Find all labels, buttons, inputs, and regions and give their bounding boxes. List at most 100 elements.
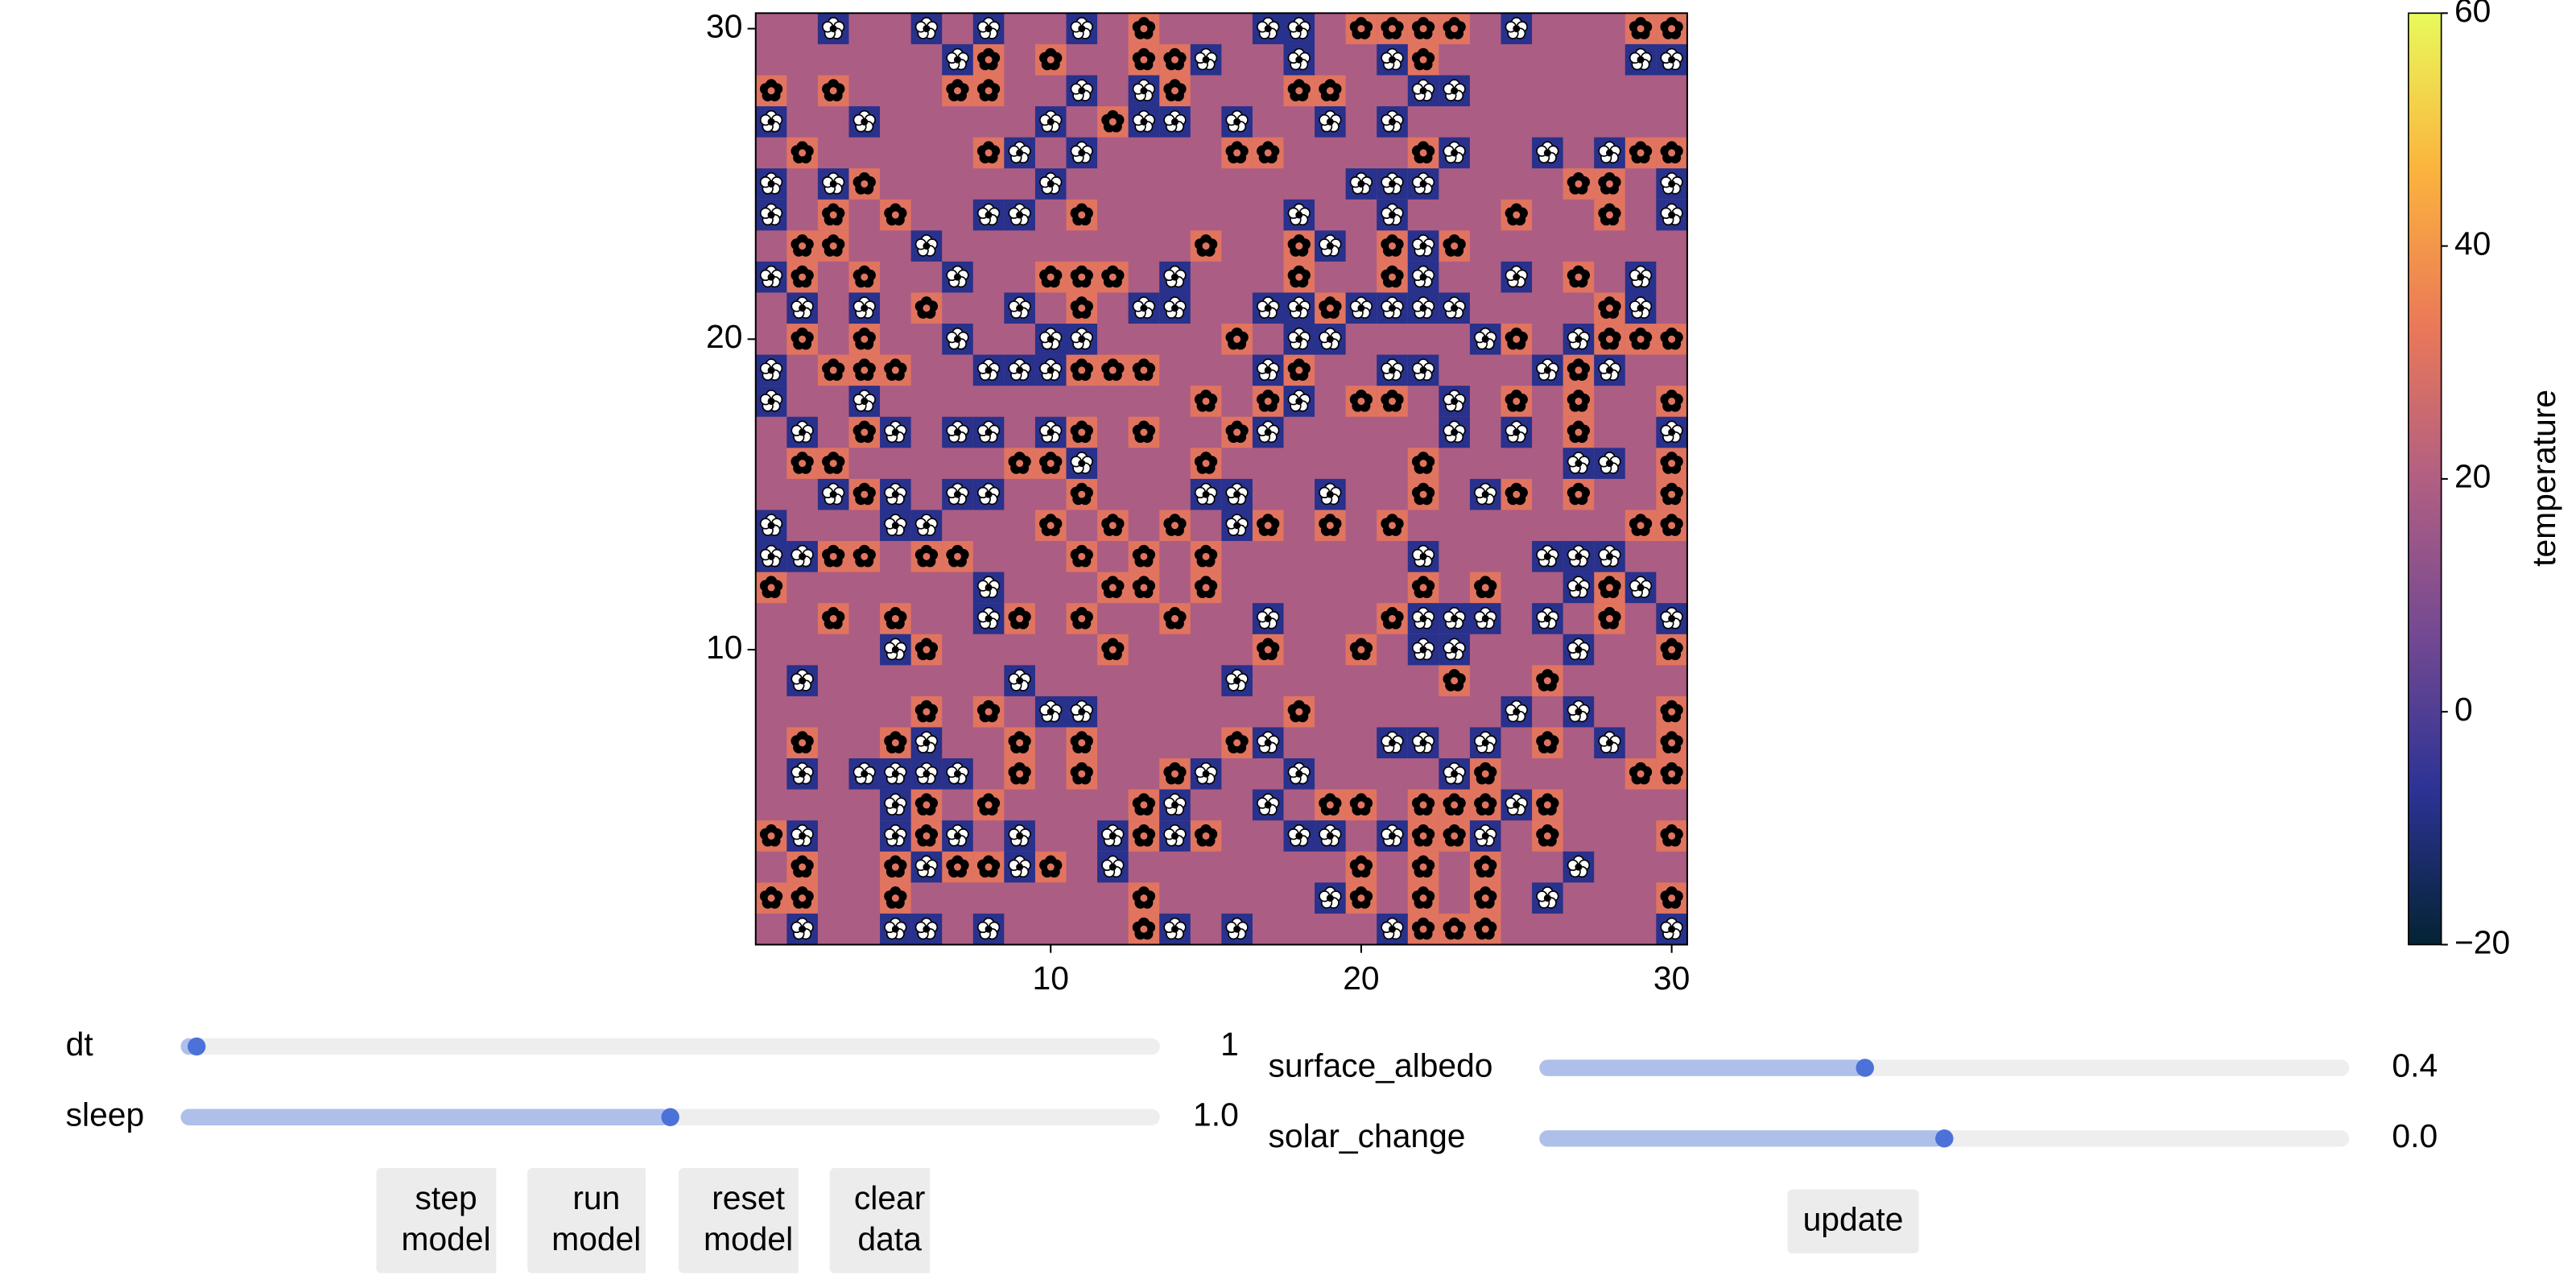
daisy xyxy=(759,358,783,381)
daisy xyxy=(1411,47,1435,71)
daisy xyxy=(1381,606,1404,630)
daisy xyxy=(1319,514,1342,536)
daisy xyxy=(1070,327,1093,350)
slider-knob[interactable] xyxy=(188,1037,206,1056)
daisy xyxy=(1132,79,1156,101)
daisy xyxy=(1443,824,1466,847)
daisy xyxy=(1567,638,1591,661)
button-label[interactable]: run model xyxy=(527,1168,646,1274)
daisy xyxy=(759,824,783,847)
daisy xyxy=(1194,544,1218,568)
button[interactable]: reset model xyxy=(678,1168,799,1274)
slider-knob[interactable] xyxy=(1856,1059,1874,1077)
daisy xyxy=(1132,358,1156,381)
x-tick-label: 30 xyxy=(1653,960,1690,997)
daisy xyxy=(1070,606,1093,630)
daisy xyxy=(1101,855,1125,878)
daisy xyxy=(759,544,783,568)
daisy xyxy=(791,669,814,691)
daisy xyxy=(1132,109,1156,133)
daisy xyxy=(852,389,876,412)
daisy xyxy=(1443,793,1466,815)
slider-knob[interactable] xyxy=(661,1108,679,1126)
daisy xyxy=(1474,606,1497,630)
daisy xyxy=(791,296,814,319)
daisy xyxy=(1411,171,1435,195)
daisy xyxy=(1319,886,1342,909)
daisy xyxy=(852,171,876,195)
button-label[interactable]: clear data xyxy=(829,1168,931,1274)
daisy xyxy=(791,234,814,257)
daisy xyxy=(1039,700,1063,723)
daisy xyxy=(1101,514,1125,536)
daisy xyxy=(1349,638,1373,661)
daisy xyxy=(1194,452,1218,474)
daisy xyxy=(884,917,907,940)
daisy xyxy=(1660,638,1683,661)
daisy xyxy=(1163,79,1187,101)
slider-knob[interactable] xyxy=(1935,1129,1954,1148)
button-label[interactable]: reset model xyxy=(678,1168,799,1274)
daisy xyxy=(976,576,1001,598)
daisy xyxy=(1474,886,1497,909)
daisy xyxy=(1257,793,1280,815)
slider-label: surface_albedo xyxy=(1269,1046,1493,1084)
daisy xyxy=(1536,886,1559,909)
daisy xyxy=(1319,109,1342,133)
daisy xyxy=(1629,514,1653,536)
daisy xyxy=(914,762,939,785)
daisy xyxy=(1070,17,1093,39)
daisy xyxy=(1070,731,1093,753)
daisy xyxy=(1660,731,1683,753)
daisy xyxy=(1163,296,1187,319)
daisy xyxy=(1070,265,1093,288)
daisy xyxy=(1411,855,1435,878)
button[interactable]: clear data xyxy=(829,1168,931,1274)
daisy xyxy=(1505,203,1528,226)
daisy xyxy=(1598,606,1621,630)
daisy xyxy=(1194,47,1218,71)
slider-fill xyxy=(1539,1130,1945,1147)
daisy xyxy=(1474,576,1497,598)
daisy xyxy=(1163,606,1187,630)
daisy xyxy=(1411,731,1435,753)
daisy xyxy=(884,606,907,630)
daisy xyxy=(946,824,969,847)
daisy xyxy=(852,358,876,381)
daisy xyxy=(1287,824,1311,847)
button-label[interactable]: update xyxy=(1787,1189,1919,1254)
daisy xyxy=(1132,544,1156,568)
daisy xyxy=(1443,296,1466,319)
button[interactable]: run model xyxy=(527,1168,646,1274)
daisy xyxy=(1225,109,1249,133)
daisy xyxy=(822,203,845,226)
daisy xyxy=(822,544,845,568)
button[interactable]: update xyxy=(1787,1189,1919,1254)
button-label[interactable]: step model xyxy=(376,1168,497,1274)
daisy xyxy=(1319,234,1342,257)
daisy xyxy=(1163,514,1187,536)
daisy xyxy=(852,109,876,133)
daisy xyxy=(1536,793,1559,815)
daisy xyxy=(759,576,783,598)
colorbar-tick-label: 0 xyxy=(2454,691,2473,728)
daisy xyxy=(822,17,845,39)
daisy xyxy=(946,47,969,71)
daisy xyxy=(1474,327,1497,350)
daisy xyxy=(914,234,939,257)
daisy xyxy=(1132,420,1156,444)
daisy xyxy=(1443,762,1466,785)
daisy xyxy=(976,79,1001,101)
daisy xyxy=(1443,638,1466,661)
x-tick-label: 20 xyxy=(1343,960,1379,997)
daisy xyxy=(791,855,814,878)
daisy xyxy=(1567,452,1591,474)
daisy xyxy=(1101,358,1125,381)
daisy xyxy=(976,855,1001,878)
daisy xyxy=(976,917,1001,940)
button[interactable]: step model xyxy=(376,1168,497,1274)
daisy xyxy=(914,638,939,661)
daisy xyxy=(1349,171,1373,195)
daisy xyxy=(1474,482,1497,506)
daisy xyxy=(822,606,845,630)
